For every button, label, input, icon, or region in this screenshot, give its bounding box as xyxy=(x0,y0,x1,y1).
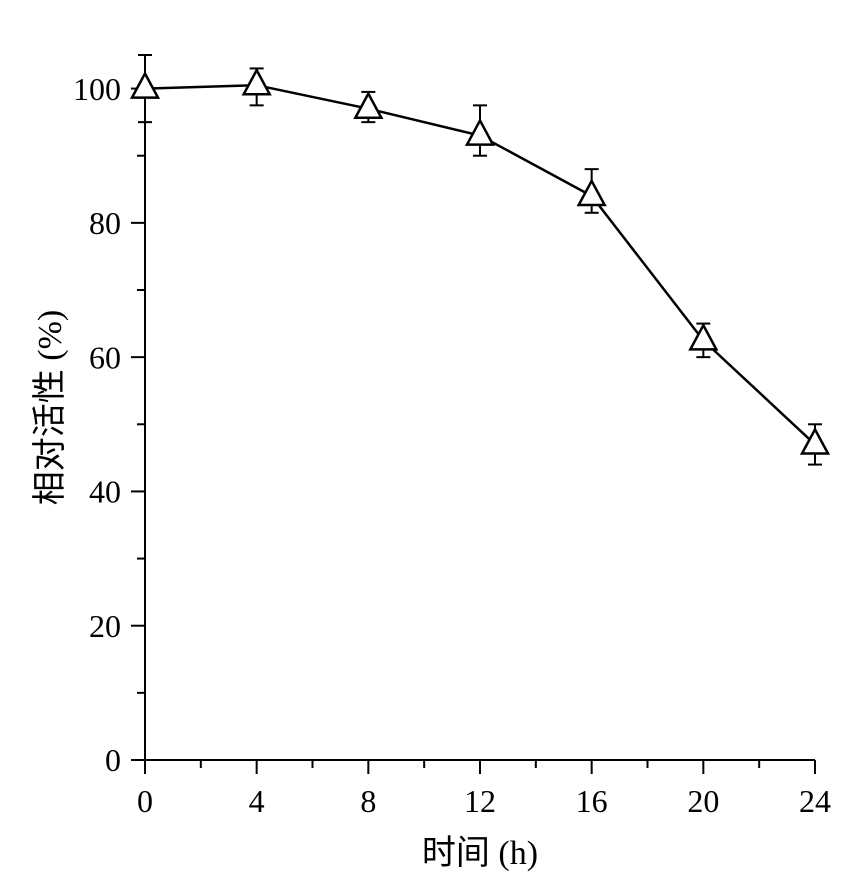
x-axis-label: 时间 (h) xyxy=(422,835,538,872)
y-tick-label: 80 xyxy=(89,205,121,241)
y-tick-label: 60 xyxy=(89,339,121,375)
x-tick-label: 24 xyxy=(799,783,831,819)
y-axis-label: 相对活性 (%) xyxy=(31,310,69,505)
data-marker-triangle xyxy=(579,181,605,205)
x-tick-label: 0 xyxy=(137,783,153,819)
data-marker-triangle xyxy=(132,73,158,97)
data-marker-triangle xyxy=(244,70,270,94)
x-tick-label: 20 xyxy=(687,783,719,819)
y-tick-label: 20 xyxy=(89,608,121,644)
x-tick-label: 4 xyxy=(249,783,265,819)
y-tick-label: 100 xyxy=(73,71,121,107)
x-tick-label: 12 xyxy=(464,783,496,819)
x-tick-label: 8 xyxy=(360,783,376,819)
chart-container: 0 4 8 12 16 20 24 时间 (h) 0 20 40 60 80 100 相对活性 (%) xyxy=(0,0,862,882)
activity-line-chart: 0 4 8 12 16 20 24 时间 (h) 0 20 40 60 80 100 相对活性 (%) xyxy=(0,0,862,882)
axis-frame xyxy=(145,55,815,760)
data-marker-triangle xyxy=(802,429,828,453)
y-tick-label: 0 xyxy=(105,742,121,778)
x-tick-label: 16 xyxy=(576,783,608,819)
y-tick-label: 40 xyxy=(89,474,121,510)
